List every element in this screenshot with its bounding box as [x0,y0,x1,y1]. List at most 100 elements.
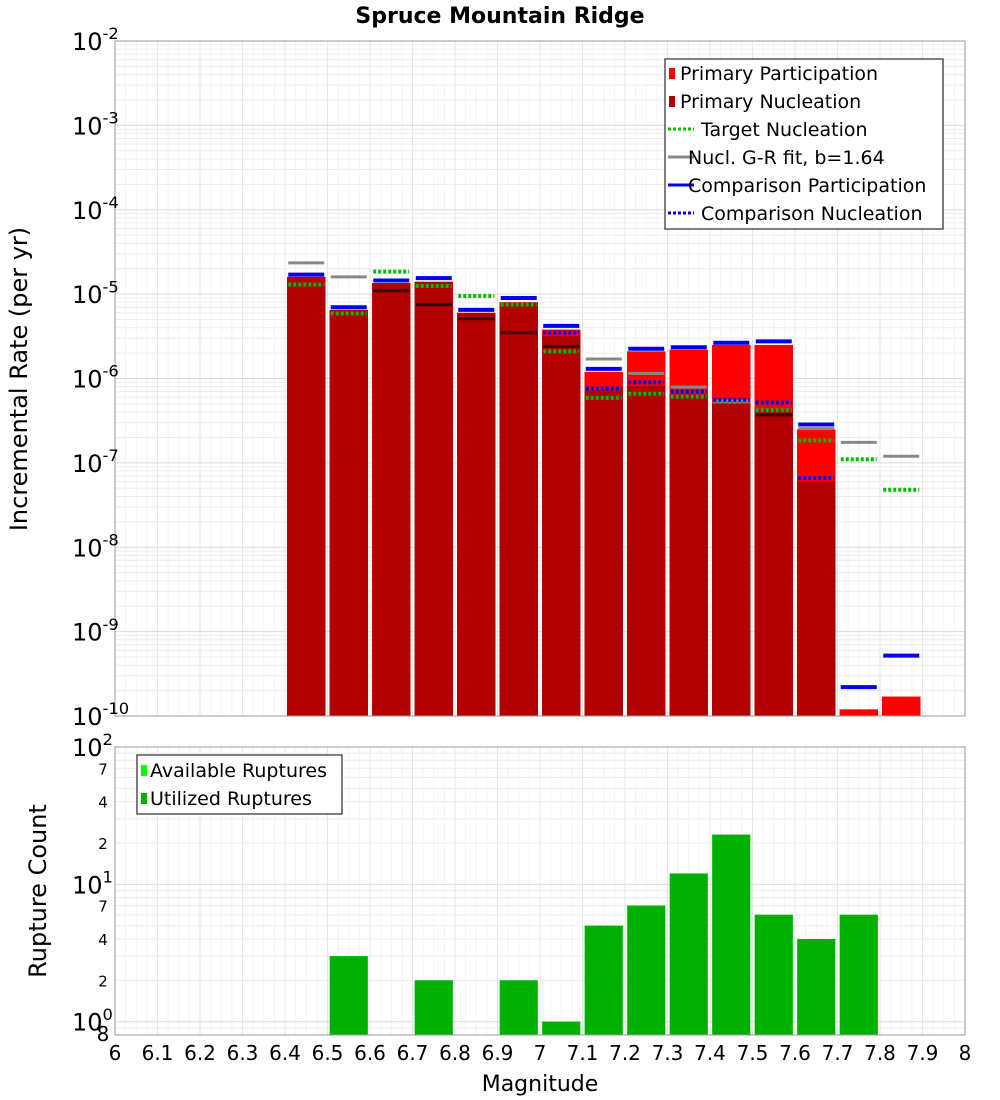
legend-label: Primary Nucleation [680,91,861,113]
x-tick-label: 6.4 [269,1041,301,1065]
participation-bar [839,709,878,716]
tick-exponent: -6 [103,362,119,381]
tick-exponent: -10 [103,699,130,718]
legend-label: Primary Participation [680,63,878,85]
legend-item: Primary Nucleation [669,91,861,113]
utilized-ruptures-bar [499,980,538,1035]
tick-exponent: 0 [103,1005,113,1024]
y-axis-label: Incremental Rate (per yr) [5,227,33,531]
x-tick-label: 6.5 [312,1041,344,1065]
tick-exponent: -7 [103,446,119,465]
legend-item: Utilized Ruptures [141,788,312,810]
y-minor-tick-label: 4 [98,794,108,812]
svg-text:10-6: 10-6 [72,362,119,394]
legend-label: Utilized Ruptures [150,788,312,810]
x-tick-label: 7.6 [779,1041,811,1065]
y-minor-tick-label: 2 [98,835,108,853]
utilized-ruptures-bar [627,905,666,1035]
legend-label: Nucl. G-R fit, b=1.64 [688,147,885,169]
x-tick-label: 7.9 [907,1041,939,1065]
utilized-ruptures-bar [712,834,751,1035]
x-tick-label: 7.1 [567,1041,599,1065]
svg-text:10-7: 10-7 [72,446,119,478]
legend-item: Target Nucleation [668,119,868,141]
top-bars [287,276,921,716]
tick-base: 10 [72,366,103,394]
y-minor-tick-label: 2 [98,972,108,990]
participation-bar [882,696,921,716]
legend-swatch [141,765,147,776]
legend-item: Available Ruptures [141,760,327,782]
svg-text:101: 101 [72,868,113,900]
legend-swatch [669,68,675,79]
legend-top: Primary Participation Primary Nucleation T… [664,58,944,230]
x-tick-label: 6.2 [184,1041,216,1065]
tick-base: 10 [72,28,103,56]
legend-swatch [669,96,675,107]
tick-base: 10 [72,450,103,478]
nucleation-bar [329,309,368,716]
legend-box [664,58,944,230]
x-tick-label: 7.7 [822,1041,854,1065]
nucleation-bar [627,385,666,716]
tick-base: 10 [72,112,103,140]
legend-box [136,754,343,815]
x-tick-label: 6.9 [482,1041,514,1065]
nucleation-bar [584,390,623,716]
x-tick-label: 6.3 [227,1041,259,1065]
nucleation-bar [797,481,836,716]
legend-label: Target Nucleation [700,119,868,141]
y-tick-label: 10-4 [72,193,119,225]
legend-swatch [141,793,147,804]
tick-exponent: 2 [103,730,113,749]
legend-item: Comparison Nucleation [668,203,923,225]
svg-text:10-10: 10-10 [72,699,129,731]
y-minor-tick-label: 8 [97,1022,110,1046]
y-tick-label: 101 [72,868,113,900]
x-tick-label: 6 [109,1041,122,1065]
tick-exponent: -8 [103,530,119,549]
x-tick-label: 6.6 [354,1041,386,1065]
tick-exponent: -4 [103,193,119,212]
svg-text:10-9: 10-9 [72,615,119,647]
legend-label: Comparison Participation [688,175,926,197]
nucleation-bar [712,403,751,716]
top-line-marks [288,261,920,690]
y-minor-tick-label: 4 [98,931,108,949]
utilized-ruptures-bar [329,956,368,1035]
tick-base: 10 [72,703,103,731]
tick-base: 10 [72,534,103,562]
x-tick-label: 6.1 [142,1041,174,1065]
tick-exponent: -2 [103,24,119,43]
y-tick-label: 10-8 [72,530,119,562]
utilized-ruptures-bar [669,873,708,1035]
legend-item: Nucl. G-R fit, b=1.64 [668,147,885,169]
legend-item: Primary Participation [669,63,878,85]
y-minor-tick-label: 7 [98,898,108,916]
x-tick-label: 7.2 [609,1041,641,1065]
y-tick-label: 10-2 [72,24,119,56]
x-tick-label: 8 [959,1041,972,1065]
legend-item: Comparison Participation [668,175,926,197]
nucleation-bar [499,302,538,716]
y-minor-tick-label: 7 [98,760,108,778]
x-axis-label: Magnitude [482,1072,599,1097]
tick-exponent: -9 [103,615,119,634]
legend-label: Comparison Nucleation [701,203,923,225]
nucleation-bar [457,312,496,716]
x-tick-label: 7 [534,1041,547,1065]
y-tick-label: 10-9 [72,615,119,647]
tick-exponent: -5 [103,277,119,296]
bottom-bars [329,834,878,1035]
svg-text:100: 100 [72,1005,113,1037]
nucleation-bar [414,281,453,716]
y-tick-label: 100 [72,1005,113,1037]
y-tick-label: 102 [72,730,113,762]
utilized-ruptures-bar [414,980,453,1035]
x-axis: 6 6.1 6.2 6.3 6.4 6.5 6.6 6.7 6.8 6.9 7 7.1 7.2 7.3 7.… [109,1041,972,1065]
y-tick-label: 10-5 [72,277,119,309]
tick-base: 10 [72,1009,103,1037]
